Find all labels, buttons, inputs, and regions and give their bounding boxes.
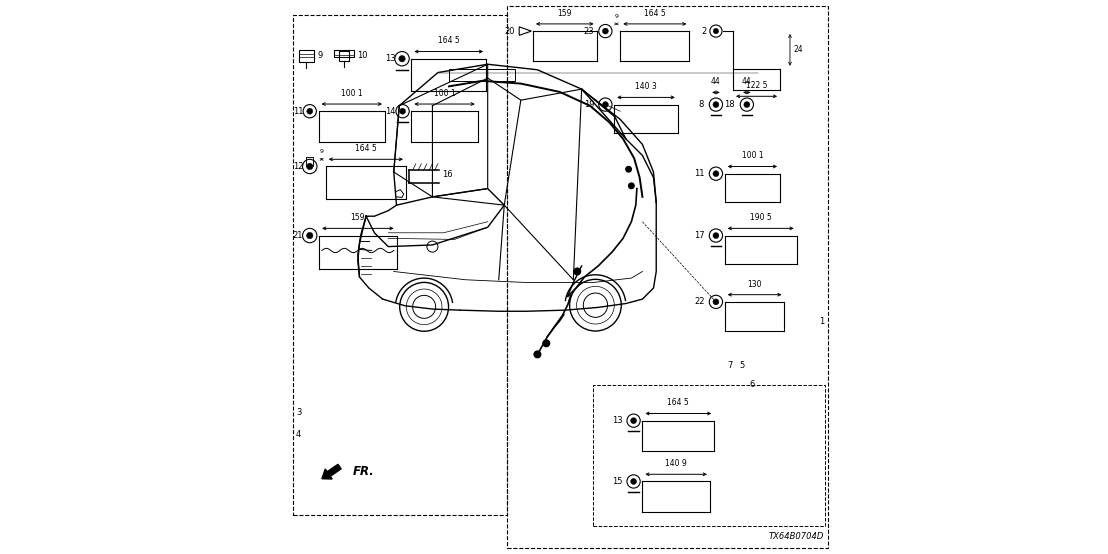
Text: 11: 11 [695,169,705,178]
Text: 16: 16 [442,170,452,179]
Circle shape [626,167,632,172]
Text: 20: 20 [504,27,515,35]
Text: 159: 159 [350,213,365,222]
Bar [339,51,349,61]
Bar [449,69,515,81]
Circle shape [743,101,750,107]
Circle shape [714,28,719,34]
Text: 10: 10 [357,52,368,60]
Text: 11: 11 [293,107,304,116]
Text: 3: 3 [296,408,301,417]
Text: 9: 9 [614,14,618,19]
Circle shape [574,268,581,275]
Text: TX64B0704D: TX64B0704D [768,532,823,541]
Text: 9: 9 [318,52,322,60]
Text: 164 5: 164 5 [667,398,689,407]
FancyArrow shape [322,464,341,479]
Text: 21: 21 [293,231,304,240]
Circle shape [630,418,637,424]
Text: 12: 12 [293,162,304,171]
Text: 44: 44 [711,78,721,86]
Circle shape [712,101,719,107]
Text: 100 1: 100 1 [341,89,362,98]
Text: 8: 8 [698,100,704,109]
Text: 4: 4 [296,430,301,439]
Text: 24: 24 [793,45,803,54]
Circle shape [543,340,550,347]
Text: 164 5: 164 5 [355,144,377,153]
Text: 22: 22 [695,297,705,306]
Text: 100 1: 100 1 [741,151,763,161]
Text: 190 5: 190 5 [750,213,771,222]
Text: 5: 5 [739,361,745,370]
Circle shape [712,233,719,239]
Text: 17: 17 [695,231,705,240]
Circle shape [712,171,719,177]
Text: 1: 1 [820,317,824,326]
Circle shape [630,479,637,484]
Text: 14: 14 [386,107,396,116]
Text: 159: 159 [557,9,572,18]
Text: 130: 130 [748,280,762,289]
Text: 13: 13 [612,416,623,425]
Bar [294,14,507,515]
Circle shape [307,232,312,239]
Circle shape [712,299,719,305]
Text: 9: 9 [319,150,324,155]
Text: 100 1: 100 1 [433,89,455,98]
Bar [507,6,828,548]
Text: 18: 18 [725,100,735,109]
Text: 140 9: 140 9 [665,459,687,468]
Text: 13: 13 [384,54,396,63]
Text: 2: 2 [701,27,707,35]
Bar [334,50,353,58]
Text: 7: 7 [727,361,732,370]
Text: 164 5: 164 5 [644,9,666,18]
Circle shape [603,101,608,107]
Text: 15: 15 [612,477,623,486]
Bar [299,50,315,62]
Circle shape [307,163,312,170]
Text: FR.: FR. [352,465,375,478]
Text: 122 5: 122 5 [746,81,767,90]
Circle shape [628,183,634,188]
Text: 164 5: 164 5 [438,37,460,45]
Text: 140 3: 140 3 [635,83,657,91]
Bar [593,385,824,526]
Circle shape [399,55,406,62]
Circle shape [400,108,406,114]
Circle shape [603,28,608,34]
Circle shape [534,351,541,358]
Text: 19: 19 [584,100,594,109]
Text: 23: 23 [584,27,594,35]
Circle shape [307,108,312,114]
Text: 6: 6 [749,380,755,389]
Text: 44: 44 [742,78,751,86]
